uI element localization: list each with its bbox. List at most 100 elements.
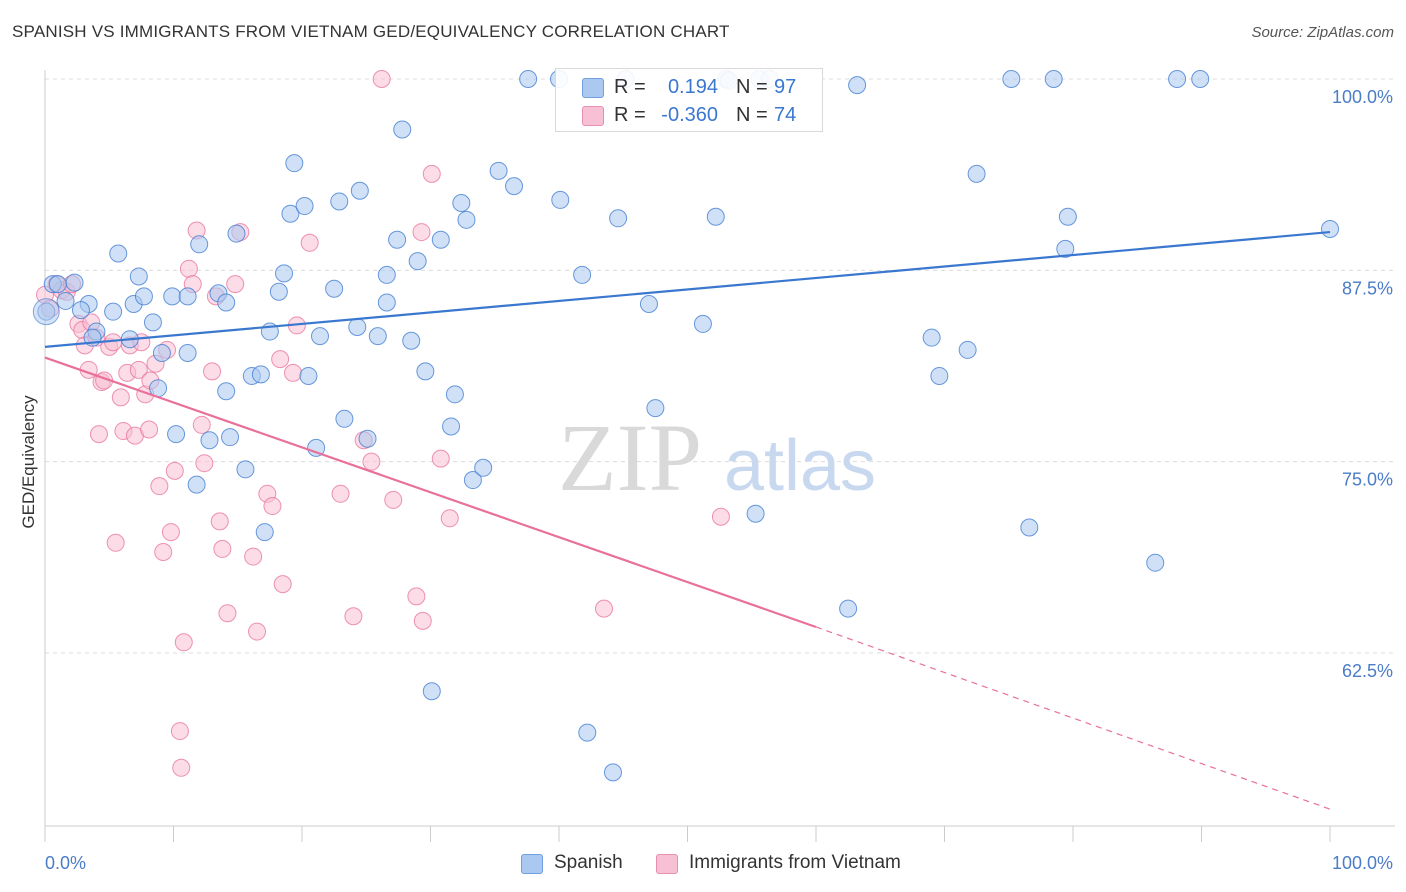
legend-r-label: R = xyxy=(614,76,646,98)
legend-swatch-vietnam xyxy=(582,106,604,126)
data-point xyxy=(48,275,67,294)
data-point xyxy=(200,431,219,450)
data-point xyxy=(56,291,75,310)
data-point xyxy=(284,363,303,382)
data-point xyxy=(350,181,369,200)
data-point xyxy=(65,273,84,292)
legend-n-label: N = xyxy=(736,104,768,126)
data-point xyxy=(300,233,319,252)
data-point xyxy=(150,477,169,496)
watermark-atlas: atlas xyxy=(724,426,876,506)
data-point xyxy=(269,282,288,301)
data-point xyxy=(348,317,367,336)
trend-line-extension xyxy=(815,626,1331,810)
data-point xyxy=(609,209,628,228)
data-point xyxy=(109,244,128,263)
data-point xyxy=(1191,70,1210,88)
data-point xyxy=(358,429,377,448)
data-point xyxy=(362,452,381,471)
y-tick-label: 87.5% xyxy=(1342,278,1393,298)
data-point xyxy=(179,259,198,278)
data-point xyxy=(71,301,90,320)
data-point xyxy=(325,279,344,298)
legend-n-value: 97 xyxy=(774,76,797,98)
data-point xyxy=(489,161,508,180)
data-point xyxy=(474,458,493,477)
data-point xyxy=(218,604,237,623)
data-point xyxy=(693,314,712,333)
legend-swatch-spanish xyxy=(582,78,604,98)
data-point xyxy=(331,484,350,503)
data-point xyxy=(154,542,173,561)
data-point xyxy=(408,252,427,271)
x-tick-label: 0.0% xyxy=(45,853,86,873)
data-point xyxy=(746,504,765,523)
data-point xyxy=(129,360,148,379)
chart-source: Source: ZipAtlas.com xyxy=(1251,24,1394,41)
data-point xyxy=(281,204,300,223)
data-point xyxy=(163,287,182,306)
data-point xyxy=(416,362,435,381)
data-point xyxy=(104,302,123,321)
data-point xyxy=(463,471,482,490)
data-point xyxy=(1321,220,1339,239)
data-point xyxy=(422,164,441,183)
y-tick-label: 100.0% xyxy=(1332,87,1393,107)
legend-r-label: R = xyxy=(614,104,646,126)
data-point xyxy=(190,235,209,254)
data-point xyxy=(143,313,162,332)
data-point xyxy=(1058,207,1077,226)
data-point xyxy=(248,622,267,641)
data-point xyxy=(273,575,292,594)
data-point xyxy=(393,120,412,139)
legend-r-value: 0.194 xyxy=(667,76,718,98)
data-point xyxy=(505,177,524,196)
data-point xyxy=(178,343,197,362)
legend-r-value: -0.360 xyxy=(661,104,718,126)
data-point xyxy=(335,409,354,428)
data-point xyxy=(967,164,986,183)
data-point xyxy=(922,328,941,347)
trend-line xyxy=(44,356,817,629)
data-point xyxy=(372,70,391,88)
legend-row-spanish: R = 0.194 N = 97 xyxy=(556,73,822,101)
data-point xyxy=(452,193,471,212)
data-point xyxy=(89,425,108,444)
data-point xyxy=(551,190,570,209)
data-point xyxy=(422,682,441,701)
data-point xyxy=(244,547,263,566)
data-point xyxy=(519,70,538,88)
data-point xyxy=(174,633,193,652)
data-point xyxy=(275,264,294,283)
data-point xyxy=(711,507,730,526)
data-point xyxy=(573,265,592,284)
data-point xyxy=(167,425,186,444)
data-point xyxy=(129,267,148,286)
data-point xyxy=(412,223,431,242)
data-point xyxy=(388,230,407,249)
data-point xyxy=(152,343,171,362)
data-point xyxy=(1146,553,1165,572)
data-point xyxy=(32,298,60,326)
data-point xyxy=(226,275,245,294)
data-point xyxy=(178,287,197,306)
data-point xyxy=(368,327,387,346)
data-point xyxy=(227,224,246,243)
data-point xyxy=(217,293,236,312)
data-point xyxy=(310,327,329,346)
x-tick-label: 100.0% xyxy=(1332,853,1393,873)
axes xyxy=(44,70,1395,842)
data-point xyxy=(263,497,282,516)
trend-lines xyxy=(44,230,1331,810)
bottom-legend-swatch-vietnam xyxy=(656,854,678,874)
data-point xyxy=(195,454,214,473)
data-point xyxy=(111,388,130,407)
data-point xyxy=(1020,518,1039,537)
data-point xyxy=(431,449,450,468)
bottom-legend-label-vietnam: Immigrants from Vietnam xyxy=(689,852,901,873)
data-point xyxy=(187,475,206,494)
data-point xyxy=(344,607,363,626)
data-point xyxy=(271,350,290,369)
data-point xyxy=(213,539,232,558)
